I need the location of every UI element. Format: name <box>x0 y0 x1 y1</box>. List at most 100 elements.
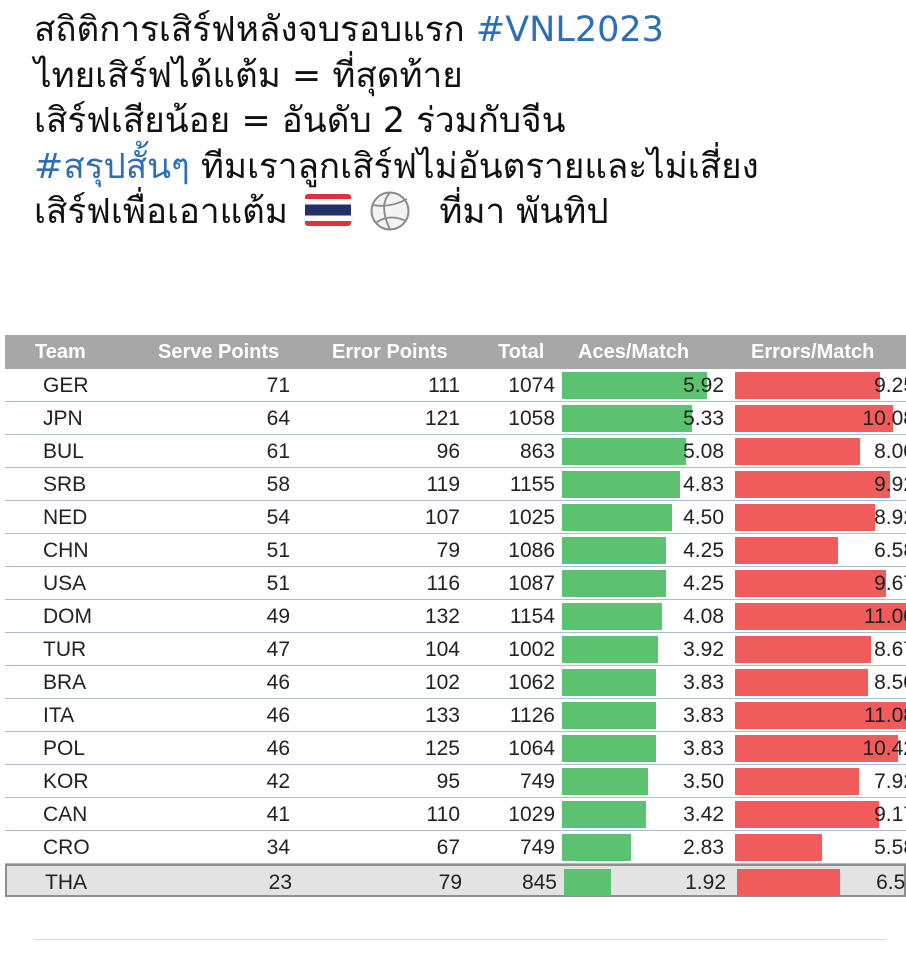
errors-bar <box>735 537 838 564</box>
aces-bar <box>562 801 646 828</box>
table-row: NED 54 107 1025 4.50 8.92 <box>5 501 906 534</box>
total-cell: 1002 <box>508 638 555 661</box>
caption-line-2: ไทยเสิร์ฟได้แต้ม = ที่สุดท้าย <box>34 55 463 96</box>
aces-per-match-cell: 4.25 <box>683 539 724 562</box>
errors-per-match-cell: 9.17 <box>874 803 906 826</box>
error-points-cell: 110 <box>426 803 460 826</box>
errors-bar <box>735 768 859 795</box>
caption-line-3: เสิร์ฟเสียน้อย = อันดับ 2 ร่วมกับจีน <box>34 101 566 141</box>
team-cell: SRB <box>43 473 87 496</box>
caption-line-1: สถิติการเสิร์ฟหลังจบรอบแรก #VNL2023 <box>34 8 894 54</box>
error-points-cell: 96 <box>436 440 460 463</box>
errors-per-match-cell: 11.00 <box>864 605 906 628</box>
aces-bar <box>562 471 680 498</box>
total-cell: 1058 <box>508 407 555 430</box>
table-row: JPN 64 121 1058 5.33 10.08 <box>5 402 906 435</box>
serve-points-cell: 46 <box>266 704 290 727</box>
table-header: Team Serve Points Error Points Total Ace… <box>5 335 906 369</box>
total-cell: 1126 <box>509 704 555 727</box>
team-cell: USA <box>43 572 87 595</box>
serve-points-cell: 49 <box>266 605 290 628</box>
aces-per-match-cell: 5.08 <box>683 440 724 463</box>
table-row: BRA 46 102 1062 3.83 8.50 <box>5 666 906 699</box>
team-cell: CAN <box>43 803 88 826</box>
volleyball-icon <box>370 191 410 231</box>
aces-per-match-cell: 3.92 <box>683 638 724 661</box>
serve-points-cell: 41 <box>266 803 290 826</box>
aces-bar <box>562 603 662 630</box>
team-cell: BUL <box>43 440 84 463</box>
aces-bar <box>562 702 656 729</box>
serve-stats-table: Team Serve Points Error Points Total Ace… <box>5 335 906 898</box>
error-points-cell: 111 <box>428 374 460 397</box>
errors-per-match-cell: 8.92 <box>874 506 906 529</box>
aces-bar <box>562 405 692 432</box>
serve-points-cell: 46 <box>266 737 290 760</box>
aces-per-match-cell: 4.83 <box>683 473 724 496</box>
errors-bar <box>735 471 890 498</box>
aces-per-match-cell: 4.50 <box>683 506 724 529</box>
table-row: ITA 46 133 1126 3.83 11.08 <box>5 699 906 732</box>
serve-points-cell: 47 <box>266 638 290 661</box>
error-points-cell: 67 <box>436 836 460 859</box>
serve-points-cell: 34 <box>266 836 290 859</box>
header-team: Team <box>35 341 86 363</box>
caption-text: สถิติการเสิร์ฟหลังจบรอบแรก <box>34 10 476 50</box>
hashtag-vnl2023[interactable]: #VNL2023 <box>475 10 664 50</box>
serve-points-cell: 42 <box>266 770 290 793</box>
team-cell: TUR <box>43 638 87 661</box>
serve-points-cell: 54 <box>266 506 290 529</box>
error-points-cell: 116 <box>426 572 460 595</box>
aces-per-match-cell: 3.50 <box>683 770 724 793</box>
total-cell: 1155 <box>509 473 555 496</box>
total-cell: 749 <box>519 770 555 793</box>
aces-per-match-cell: 3.83 <box>683 671 724 694</box>
errors-bar <box>735 570 886 597</box>
team-cell: THA <box>45 871 87 894</box>
errors-bar <box>735 669 868 696</box>
aces-per-match-cell: 1.92 <box>685 871 726 894</box>
table-row: USA 51 116 1087 4.25 9.67 <box>5 567 906 600</box>
errors-bar <box>737 869 840 896</box>
errors-bar <box>735 801 879 828</box>
table-row: CHN 51 79 1086 4.25 6.58 <box>5 534 906 567</box>
error-points-cell: 107 <box>424 506 460 529</box>
thailand-flag-icon <box>305 194 352 226</box>
aces-per-match-cell: 4.08 <box>683 605 724 628</box>
team-cell: NED <box>43 506 88 529</box>
table-row: BUL 61 96 863 5.08 8.00 <box>5 435 906 468</box>
errors-per-match-cell: 8.00 <box>874 440 906 463</box>
hashtag-summary[interactable]: #สรุปสั้นๆ <box>34 146 190 187</box>
error-points-cell: 79 <box>438 871 462 894</box>
aces-bar <box>562 537 666 564</box>
errors-bar <box>735 603 906 630</box>
aces-bar <box>562 504 672 531</box>
errors-per-match-cell: 8.50 <box>874 671 906 694</box>
errors-bar <box>735 735 898 762</box>
errors-bar <box>735 504 875 531</box>
team-cell: DOM <box>43 605 92 628</box>
errors-bar <box>735 636 871 663</box>
aces-per-match-cell: 5.92 <box>683 374 724 397</box>
aces-bar <box>562 372 707 399</box>
aces-per-match-cell: 3.42 <box>683 803 724 826</box>
errors-per-match-cell: 9.25 <box>874 374 906 397</box>
errors-per-match-cell: 7.92 <box>874 770 906 793</box>
serve-points-cell: 51 <box>266 539 290 562</box>
serve-points-cell: 71 <box>266 374 290 397</box>
table-row: THA 23 79 845 1.92 6.58 <box>5 864 906 897</box>
table-row: POL 46 125 1064 3.83 10.42 <box>5 732 906 765</box>
team-cell: BRA <box>43 671 87 694</box>
total-cell: 1154 <box>509 605 555 628</box>
header-errors-per-match: Errors/Match <box>751 341 875 363</box>
errors-per-match-cell: 6.58 <box>874 539 906 562</box>
errors-per-match-cell: 9.92 <box>874 473 906 496</box>
team-cell: POL <box>43 737 86 760</box>
team-cell: KOR <box>43 770 89 793</box>
errors-per-match-cell: 11.08 <box>864 704 906 727</box>
error-points-cell: 133 <box>424 704 460 727</box>
table-row: GER 71 111 1074 5.92 9.25 <box>5 369 906 402</box>
team-cell: CRO <box>43 836 90 859</box>
aces-bar <box>562 570 666 597</box>
aces-bar <box>562 636 658 663</box>
